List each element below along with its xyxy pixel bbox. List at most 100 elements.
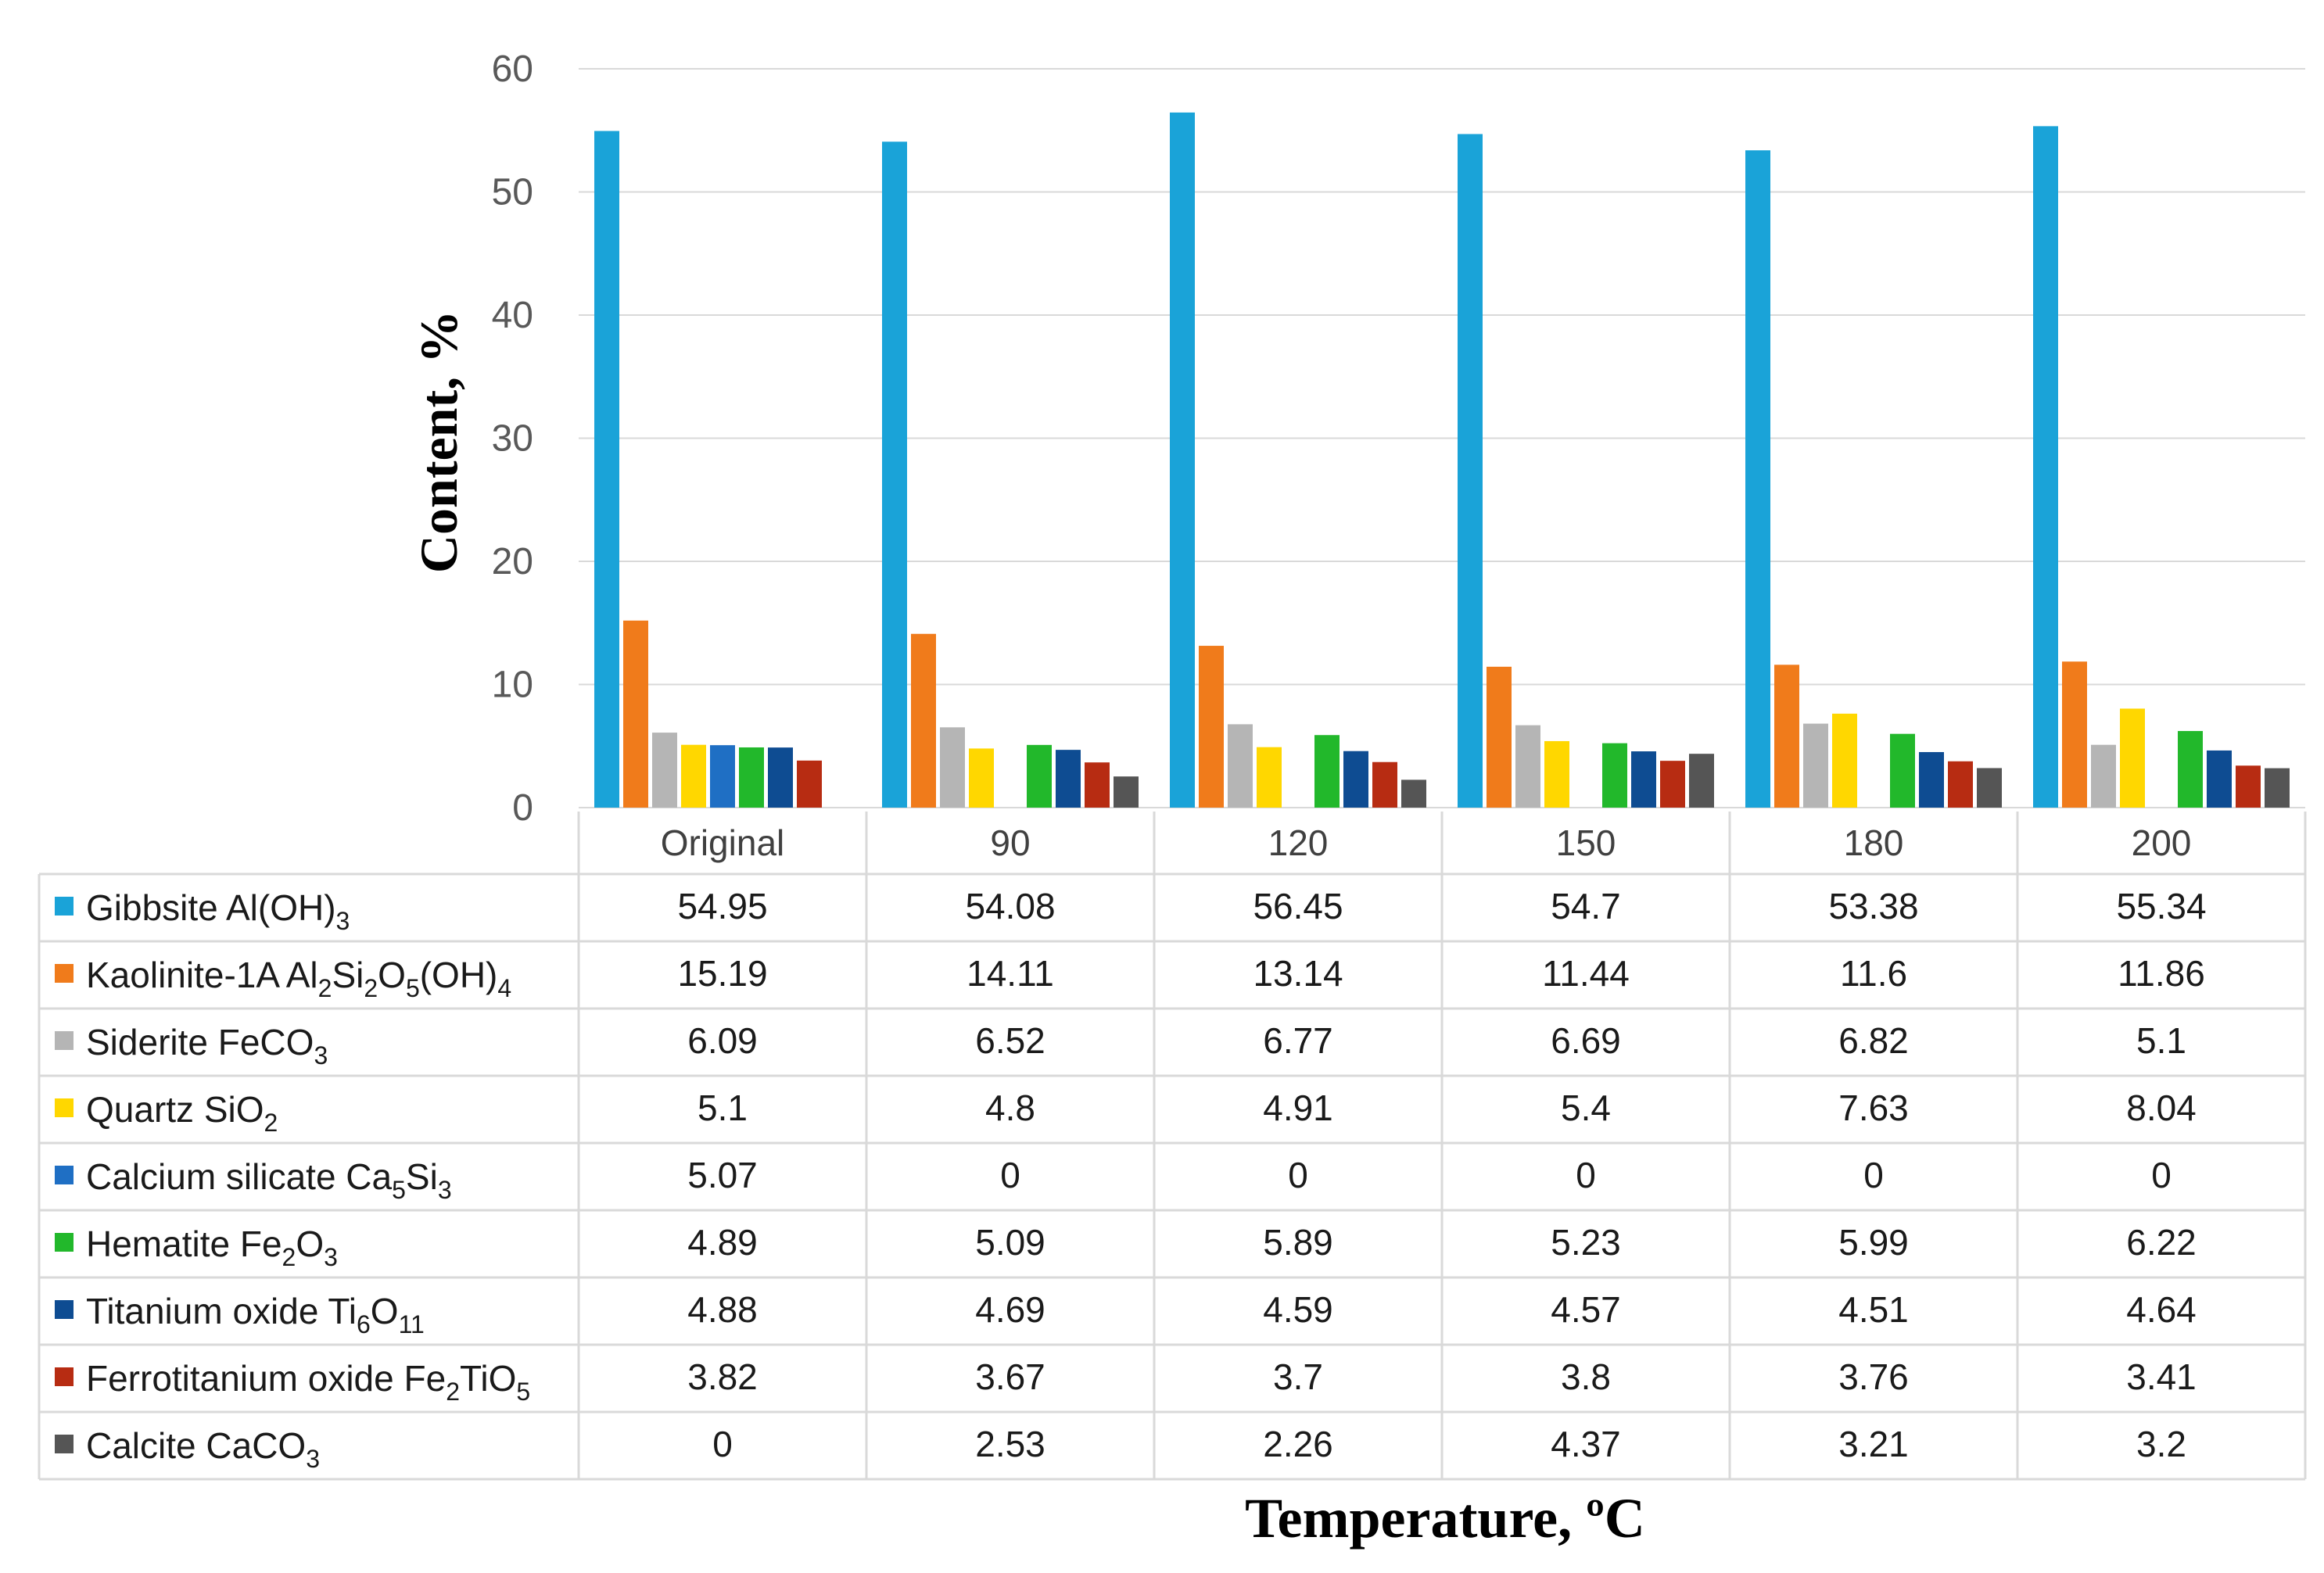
legend-swatch xyxy=(55,1367,74,1386)
table-cell: 6.82 xyxy=(1838,1020,1909,1061)
bar xyxy=(1977,768,2002,808)
bars xyxy=(594,112,2290,808)
legend-label: Calcium silicate Ca5Si3 xyxy=(86,1156,452,1204)
table-cell: 4.88 xyxy=(687,1289,758,1330)
bar xyxy=(882,142,907,808)
bar xyxy=(1774,665,1799,808)
bar xyxy=(1458,134,1483,808)
bar xyxy=(1372,761,1397,808)
table-cell: 5.09 xyxy=(975,1222,1045,1263)
table-cell: 5.07 xyxy=(687,1155,758,1195)
bar xyxy=(2062,661,2087,808)
bar xyxy=(1027,744,1052,808)
table-cell: 5.89 xyxy=(1263,1222,1333,1263)
table-cell: 0 xyxy=(1576,1155,1596,1195)
table-cell: 0 xyxy=(712,1424,733,1464)
bar xyxy=(1660,761,1685,808)
bar xyxy=(1228,724,1253,808)
table-cell: 14.11 xyxy=(967,953,1054,994)
table-cell: 55.34 xyxy=(2116,886,2206,926)
table-cell: 4.89 xyxy=(687,1222,758,1263)
legend-swatch xyxy=(55,1166,74,1184)
legend-swatch xyxy=(55,1098,74,1117)
table-cell: 3.76 xyxy=(1838,1356,1909,1397)
bar xyxy=(2091,744,2116,808)
table-cell: 11.86 xyxy=(2118,953,2205,994)
legend-label: Titanium oxide Ti6O11 xyxy=(86,1291,425,1338)
table-cell: 6.77 xyxy=(1263,1020,1333,1061)
table-cell: 0 xyxy=(1863,1155,1884,1195)
bar xyxy=(1199,646,1224,808)
gridlines xyxy=(579,68,2305,808)
y-tick-label: 10 xyxy=(492,665,533,706)
bar xyxy=(594,131,619,808)
x-tick-label: 200 xyxy=(2132,822,2192,863)
x-axis-label: Temperature, ºC xyxy=(1245,1487,1645,1550)
legend-swatch xyxy=(55,1031,74,1050)
table-cell: 11.44 xyxy=(1542,953,1630,994)
bar xyxy=(2178,731,2203,808)
table-cell: 5.23 xyxy=(1551,1222,1621,1263)
table-cell: 6.52 xyxy=(975,1020,1045,1061)
table-cell: 8.04 xyxy=(2126,1087,2197,1128)
table-cell: 4.57 xyxy=(1551,1289,1621,1330)
y-tick-label: 0 xyxy=(512,787,533,829)
bar xyxy=(710,745,735,808)
table-cell: 3.67 xyxy=(975,1356,1045,1397)
legend-swatch xyxy=(55,897,74,915)
bar xyxy=(1257,747,1282,808)
table-cell: 3.21 xyxy=(1838,1424,1909,1464)
bar xyxy=(1314,735,1340,808)
y-tick-label: 50 xyxy=(492,172,533,213)
table-cell: 3.82 xyxy=(687,1356,758,1397)
table-cell: 3.8 xyxy=(1561,1356,1611,1397)
table-cell: 56.45 xyxy=(1253,886,1343,926)
x-tick-label: Original xyxy=(661,822,785,863)
bar xyxy=(2033,126,2058,808)
bar xyxy=(940,727,965,808)
bar xyxy=(1343,751,1368,808)
bar xyxy=(1631,751,1656,808)
table-cell: 11.6 xyxy=(1840,953,1907,994)
table-cell: 2.53 xyxy=(975,1424,1045,1464)
bar xyxy=(1170,112,1195,808)
legend-swatch xyxy=(55,1233,74,1252)
bar xyxy=(1056,750,1081,808)
bar xyxy=(2265,768,2290,808)
bar xyxy=(1487,666,1512,808)
bar xyxy=(797,760,822,808)
table-cell: 3.7 xyxy=(1273,1356,1323,1397)
table-cell: 7.63 xyxy=(1838,1087,1909,1128)
table-cell: 5.99 xyxy=(1838,1222,1909,1263)
bar xyxy=(1890,733,1915,808)
bar xyxy=(1114,776,1139,808)
legend-label: Calcite CaCO3 xyxy=(86,1425,320,1473)
bar xyxy=(2236,765,2261,808)
table-cell: 4.91 xyxy=(1263,1087,1333,1128)
bar xyxy=(1515,725,1540,808)
table-cell: 15.19 xyxy=(677,953,767,994)
y-tick-label: 60 xyxy=(492,48,533,90)
table-cell: 5.1 xyxy=(698,1087,748,1128)
table-cell: 2.26 xyxy=(1263,1424,1333,1464)
legend-swatch xyxy=(55,1435,74,1453)
legend-label: Siderite FeCO3 xyxy=(86,1022,328,1070)
legend-label: Hematite Fe2O3 xyxy=(86,1224,338,1271)
table-cell: 53.38 xyxy=(1828,886,1918,926)
legend-label: Quartz SiO2 xyxy=(86,1089,278,1137)
x-tick-label: 150 xyxy=(1556,822,1616,863)
table-cell: 6.09 xyxy=(687,1020,758,1061)
legend-label: Gibbsite Al(OH)3 xyxy=(86,887,350,935)
table-cell: 0 xyxy=(1000,1155,1020,1195)
legend-swatch xyxy=(55,964,74,983)
table-cell: 54.95 xyxy=(677,886,767,926)
x-tick-label: 120 xyxy=(1268,822,1329,863)
bar xyxy=(652,733,677,808)
table-cell: 4.37 xyxy=(1551,1424,1621,1464)
bar xyxy=(1085,762,1110,808)
bar xyxy=(911,633,936,808)
y-axis-ticks: 0 10 20 30 40 50 60 xyxy=(492,48,533,829)
table-cell: 54.08 xyxy=(965,886,1055,926)
table-cell: 54.7 xyxy=(1551,886,1621,926)
legend-label: Kaolinite-1A Al2Si2O5(OH)4 xyxy=(86,955,511,1002)
